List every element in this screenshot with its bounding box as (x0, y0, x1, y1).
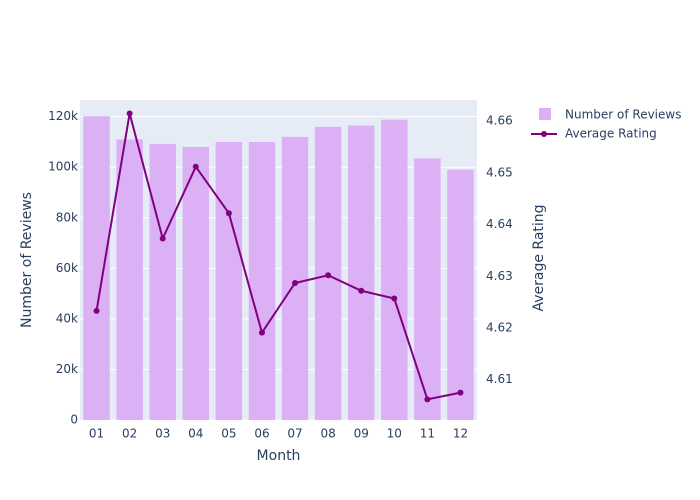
x-tick-06: 06 (254, 427, 269, 441)
x-tick-08: 08 (320, 427, 335, 441)
y-tick-6: 120k (48, 109, 78, 123)
y-tick-labels: 0 20k 40k 60k 80k 100k 120k (48, 109, 78, 426)
y-tick-3: 60k (56, 261, 78, 275)
y2-axis-title: Average Rating (531, 204, 547, 311)
bar-reviews-01[interactable] (83, 116, 110, 420)
point-rating-01[interactable] (93, 307, 100, 314)
y2-tick-5: 4.66 (486, 114, 513, 128)
bar-reviews-09[interactable] (347, 125, 375, 420)
average-rating-line (95, 113, 461, 401)
x-tick-12: 12 (453, 427, 468, 441)
point-rating-11[interactable] (424, 396, 431, 403)
bar-reviews-12[interactable] (447, 169, 474, 420)
point-rating-09[interactable] (358, 287, 365, 294)
bar-reviews-06[interactable] (248, 141, 276, 420)
y2-tick-0: 4.61 (486, 372, 513, 386)
legend-label-rating: Average Rating (565, 127, 657, 141)
x-tick-10: 10 (387, 427, 402, 441)
point-rating-10[interactable] (391, 295, 398, 302)
bar-reviews-03[interactable] (149, 143, 176, 420)
x-tick-05: 05 (221, 427, 236, 441)
y2-tick-labels: 4.61 4.62 4.63 4.64 4.65 4.66 (486, 114, 513, 386)
bar-reviews-10[interactable] (381, 119, 408, 420)
legend[interactable]: Number of Reviews Average Rating (531, 108, 681, 141)
point-rating-06[interactable] (258, 329, 265, 336)
y-tick-4: 80k (56, 210, 78, 224)
point-rating-03[interactable] (159, 235, 166, 242)
point-rating-07[interactable] (292, 280, 299, 287)
bar-reviews-07[interactable] (281, 136, 309, 421)
x-tick-09: 09 (354, 427, 369, 441)
x-axis-title: Month (257, 448, 301, 464)
legend-swatch-reviews (539, 108, 551, 120)
bar-reviews-02[interactable] (116, 139, 143, 420)
y-tick-5: 100k (48, 160, 78, 174)
x-tick-11: 11 (420, 427, 435, 441)
bars (83, 116, 474, 421)
x-tick-03: 03 (155, 427, 170, 441)
y-tick-0: 0 (70, 413, 78, 427)
gridlines (80, 116, 477, 421)
y-tick-1: 20k (56, 362, 78, 376)
y-axis-title: Number of Reviews (19, 192, 35, 328)
x-tick-07: 07 (287, 427, 302, 441)
plot-area (80, 100, 477, 420)
point-rating-02[interactable] (126, 110, 133, 117)
point-rating-05[interactable] (225, 210, 232, 217)
x-tick-01: 01 (89, 427, 104, 441)
x-tick-02: 02 (122, 427, 137, 441)
bar-reviews-11[interactable] (414, 158, 441, 421)
bar-reviews-04[interactable] (182, 147, 210, 420)
x-tick-04: 04 (188, 427, 203, 441)
point-rating-08[interactable] (325, 272, 332, 279)
legend-label-reviews: Number of Reviews (565, 108, 681, 122)
point-rating-12[interactable] (457, 389, 464, 396)
y2-tick-4: 4.65 (486, 165, 513, 179)
y2-tick-1: 4.62 (486, 320, 513, 334)
y-tick-2: 40k (56, 311, 78, 325)
legend-swatch-rating-marker (541, 131, 547, 137)
y2-tick-2: 4.63 (486, 269, 513, 283)
x-tick-labels: 01 02 03 04 05 06 07 08 09 10 11 12 (89, 427, 468, 441)
y2-tick-3: 4.64 (486, 217, 513, 231)
average-rating-points (93, 110, 464, 403)
bar-reviews-05[interactable] (215, 141, 243, 420)
point-rating-04[interactable] (192, 163, 199, 170)
